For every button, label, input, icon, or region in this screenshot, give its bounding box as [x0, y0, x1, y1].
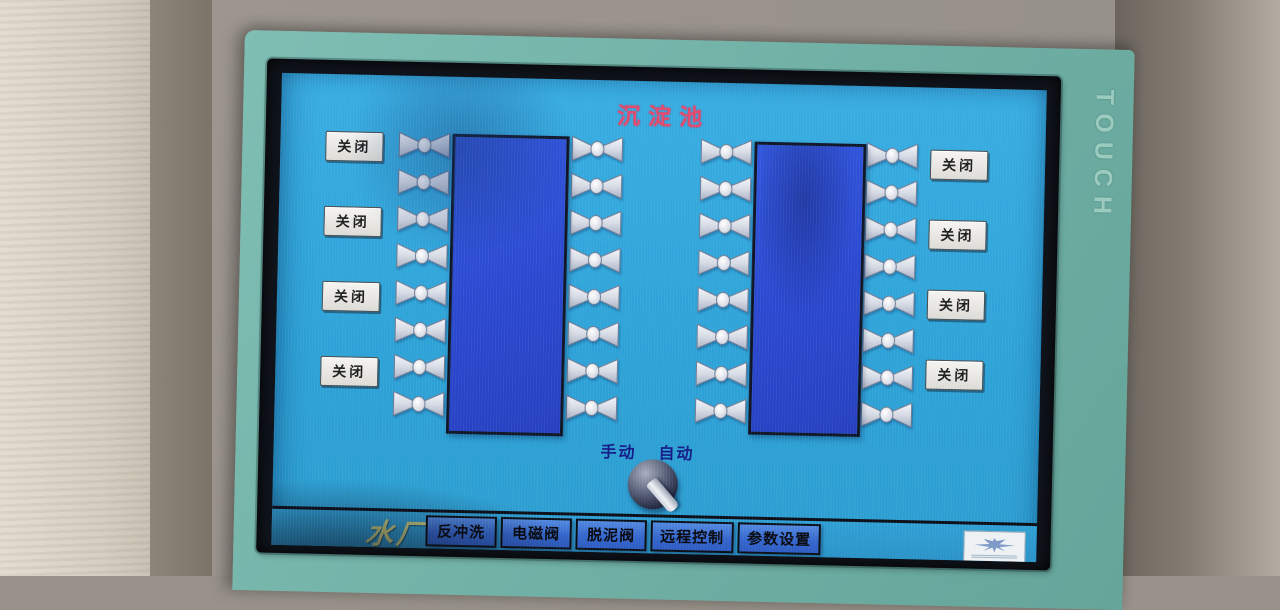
bowtie-valve-icon-tank2-inlet-3	[698, 212, 751, 239]
right-close-button-3[interactable]: 关闭	[927, 290, 986, 321]
valve-column-tank1-outlet	[565, 135, 623, 421]
left-close-button-3[interactable]: 关闭	[322, 281, 381, 312]
bowtie-valve-icon-tank2-inlet-2	[699, 175, 752, 202]
bowtie-valve-icon-tank1-inlet-6	[394, 316, 447, 343]
valve-column-tank2-outlet	[860, 142, 918, 428]
bowtie-valve-icon-tank1-outlet-3	[569, 209, 622, 236]
bowtie-valve-icon-tank1-outlet-1	[571, 135, 624, 162]
bowtie-valve-icon-tank1-outlet-5	[568, 283, 621, 310]
touch-brand-text: TOUCH	[1087, 89, 1119, 223]
eagle-logo-icon	[972, 536, 1016, 555]
menu-button-2[interactable]: 电磁阀	[500, 517, 572, 550]
right-close-buttons: 关闭关闭关闭关闭	[925, 150, 988, 391]
bowtie-valve-icon-tank1-outlet-4	[569, 246, 622, 273]
hmi-panel-bezel: TOUCH 沉淀池 关闭关闭关闭关闭 关闭关闭关闭关闭 手动 自动 水厂 反冲洗…	[232, 30, 1134, 610]
wall-dark-strip	[150, 0, 212, 576]
left-close-button-1[interactable]: 关闭	[325, 131, 384, 162]
bowtie-valve-icon-tank2-outlet-7	[861, 364, 914, 391]
bowtie-valve-icon-tank2-inlet-6	[696, 323, 749, 350]
bowtie-valve-icon-tank2-outlet-3	[864, 216, 917, 243]
right-close-button-2[interactable]: 关闭	[928, 220, 987, 251]
bowtie-valve-icon-tank2-outlet-1	[866, 142, 919, 169]
left-close-buttons: 关闭关闭关闭关闭	[320, 131, 384, 387]
bowtie-valve-icon-tank1-outlet-6	[567, 320, 620, 347]
wall-right-grey	[1115, 0, 1280, 576]
bowtie-valve-icon-tank2-inlet-1	[700, 138, 753, 165]
right-close-button-4[interactable]: 关闭	[925, 360, 984, 391]
right-close-button-1[interactable]: 关闭	[930, 150, 989, 181]
menu-button-row: 反冲洗电磁阀脱泥阀远程控制参数设置	[425, 515, 821, 555]
knob-lever	[645, 477, 679, 514]
left-close-button-2[interactable]: 关闭	[323, 206, 382, 237]
bowtie-valve-icon-tank2-inlet-7	[695, 360, 748, 387]
menu-button-1[interactable]: 反冲洗	[425, 515, 497, 548]
bowtie-valve-icon-tank2-outlet-5	[863, 290, 916, 317]
bowtie-valve-icon-tank2-outlet-6	[862, 327, 915, 354]
valve-column-tank2-inlet	[694, 138, 752, 424]
page-title: 沉淀池	[281, 89, 1047, 140]
sedimentation-tank-2	[748, 142, 867, 437]
bowtie-valve-icon-tank1-inlet-1	[398, 132, 451, 159]
hmi-screen: 沉淀池 关闭关闭关闭关闭 关闭关闭关闭关闭 手动 自动 水厂 反冲洗电磁阀脱泥阀…	[271, 73, 1047, 562]
bottom-menu-bar: 水厂 反冲洗电磁阀脱泥阀远程控制参数设置	[271, 506, 1037, 562]
left-close-button-4[interactable]: 关闭	[320, 356, 379, 387]
bowtie-valve-icon-tank1-outlet-8	[565, 394, 618, 421]
sedimentation-tank-1	[446, 134, 570, 437]
bowtie-valve-icon-tank1-inlet-2	[397, 169, 450, 196]
vendor-logo-box	[963, 530, 1026, 562]
mode-auto-label: 自动	[658, 439, 695, 464]
bowtie-valve-icon-tank1-inlet-3	[396, 205, 449, 232]
rotary-knob-icon[interactable]	[627, 459, 678, 510]
menu-button-5[interactable]: 参数设置	[737, 522, 821, 555]
screen-frame: 沉淀池 关闭关闭关闭关闭 关闭关闭关闭关闭 手动 自动 水厂 反冲洗电磁阀脱泥阀…	[256, 59, 1061, 571]
bowtie-valve-icon-tank1-inlet-5	[395, 279, 448, 306]
bowtie-valve-icon-tank1-inlet-7	[393, 353, 446, 380]
wall-left-beige	[0, 0, 150, 576]
bowtie-valve-icon-tank1-inlet-4	[396, 242, 449, 269]
bowtie-valve-icon-tank1-inlet-8	[392, 390, 445, 417]
valve-column-tank1-inlet	[392, 132, 450, 418]
bowtie-valve-icon-tank1-outlet-7	[566, 357, 619, 384]
logo-text-line	[971, 557, 1017, 559]
bowtie-valve-icon-tank2-inlet-4	[698, 249, 751, 276]
bowtie-valve-icon-tank2-outlet-2	[865, 179, 918, 206]
bowtie-valve-icon-tank2-outlet-8	[860, 401, 913, 428]
bowtie-valve-icon-tank1-outlet-2	[570, 172, 623, 199]
menu-button-3[interactable]: 脱泥阀	[575, 519, 647, 552]
menu-button-4[interactable]: 远程控制	[650, 520, 734, 553]
bowtie-valve-icon-tank2-inlet-5	[697, 286, 750, 313]
plant-name-label: 水厂	[363, 512, 430, 553]
mode-manual-label: 手动	[600, 438, 637, 463]
bowtie-valve-icon-tank2-outlet-4	[864, 253, 917, 280]
bowtie-valve-icon-tank2-inlet-8	[694, 397, 747, 424]
